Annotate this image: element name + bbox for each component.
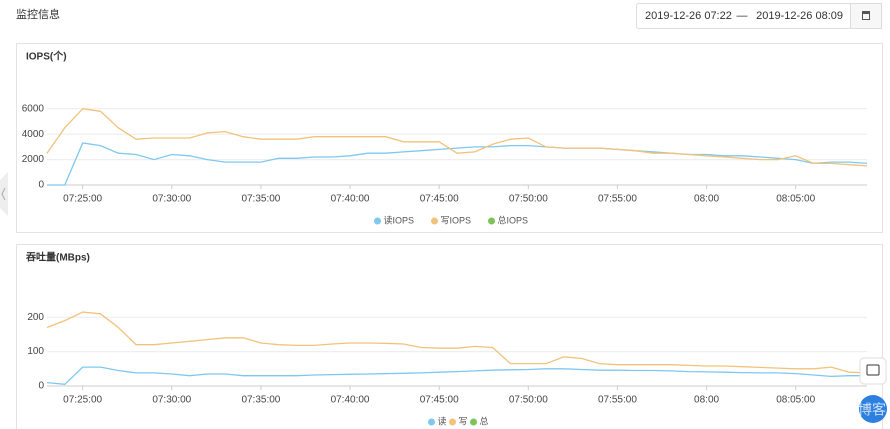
y-tick-label: 6000 xyxy=(22,103,45,114)
legend-label: 读IOPS xyxy=(384,214,415,225)
x-tick-label: 07:45:00 xyxy=(420,395,459,406)
legend-label: 总 xyxy=(480,415,489,426)
x-tick-label: 08:00 xyxy=(694,395,719,406)
x-tick-label: 07:40:00 xyxy=(331,194,370,205)
x-tick-label: 07:45:00 xyxy=(420,194,459,205)
chart-title: IOPS(个) xyxy=(26,50,67,63)
x-tick-label: 07:30:00 xyxy=(152,395,191,406)
x-tick-label: 07:50:00 xyxy=(509,395,548,406)
y-tick-label: 4000 xyxy=(22,129,45,140)
chat-icon xyxy=(866,364,880,376)
side-tab[interactable] xyxy=(0,172,8,216)
series-line xyxy=(46,366,867,385)
panel xyxy=(16,43,883,233)
y-tick-label: 0 xyxy=(38,381,44,392)
legend-marker xyxy=(449,418,456,426)
help-button[interactable] xyxy=(859,395,887,423)
legend-label: 写IOPS xyxy=(441,215,472,225)
x-tick-label: 07:30:00 xyxy=(152,194,191,205)
legend-marker xyxy=(374,217,381,225)
legend-label: 写 xyxy=(459,416,468,426)
series-line xyxy=(46,108,868,167)
legend-label: 总IOPS xyxy=(498,214,529,225)
x-tick-label: 07:35:00 xyxy=(241,395,280,406)
x-tick-label: 07:35:00 xyxy=(241,194,280,205)
legend-marker xyxy=(428,418,435,426)
y-tick-label: 100 xyxy=(27,346,44,357)
x-tick-label: 07:55:00 xyxy=(598,194,637,205)
x-tick-label: 07:25:00 xyxy=(63,194,102,205)
x-tick-label: 08:00 xyxy=(694,194,719,205)
chat-button[interactable] xyxy=(859,357,887,385)
x-tick-label: 08:05:00 xyxy=(776,194,815,205)
y-tick-label: 200 xyxy=(27,312,44,323)
panel xyxy=(16,244,883,429)
series-line xyxy=(46,311,868,374)
x-tick-label: 07:25:00 xyxy=(63,395,102,406)
side-tab-arrow xyxy=(1,187,6,201)
chart-title: 吞吐量(MBps) xyxy=(26,251,90,264)
x-tick-label: 07:40:00 xyxy=(331,395,370,406)
date-end: 2019-12-26 08:09 xyxy=(756,10,843,22)
legend-marker xyxy=(488,217,495,225)
page-title: 监控信息 xyxy=(16,7,60,21)
watermark: @ITPUB博客 xyxy=(803,402,886,418)
y-tick-label: 0 xyxy=(38,180,44,191)
series-line xyxy=(47,142,868,186)
legend-marker xyxy=(431,217,438,225)
x-tick-label: 07:50:00 xyxy=(509,194,548,205)
date-separator: — xyxy=(737,10,748,22)
date-start: 2019-12-26 07:22 xyxy=(645,10,732,22)
calendar-icon xyxy=(862,11,870,20)
x-tick-label: 07:55:00 xyxy=(598,395,637,406)
legend-label: 读 xyxy=(438,415,447,426)
legend-marker xyxy=(470,418,477,426)
x-tick-label: 08:05:00 xyxy=(776,395,815,406)
y-tick-label: 2000 xyxy=(22,154,45,165)
